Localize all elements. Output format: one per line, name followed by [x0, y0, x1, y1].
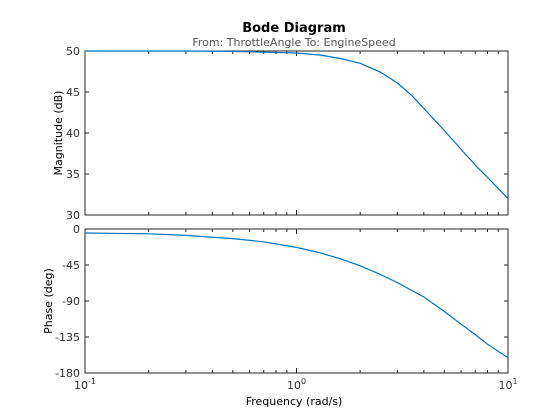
- x-tick-label: 10-1: [74, 377, 96, 392]
- magnitude-ytick-label: 40: [66, 127, 80, 140]
- x-axis-label: Frequency (rad/s): [246, 395, 343, 408]
- phase-ylabel: Phase (deg): [42, 268, 55, 334]
- magnitude-ylabel: Magnitude (dB): [52, 91, 65, 176]
- chart-subtitle: From: ThrottleAngle To: EngineSpeed: [192, 36, 395, 49]
- phase-axes: [84, 228, 509, 374]
- magnitude-ytick-label: 30: [66, 209, 80, 222]
- phase-ytick-label: -180: [55, 367, 80, 380]
- phase-ytick-label: -45: [62, 259, 80, 272]
- magnitude-ytick-label: 50: [66, 45, 80, 58]
- x-tick-label: 100: [287, 377, 306, 392]
- phase-ytick-label: -135: [55, 331, 80, 344]
- magnitude-ytick-label: 35: [66, 168, 80, 181]
- ticks-layer: 30 35 40 45 50 -180 -135 -90 -45 0 10-1 100 101: [55, 45, 518, 392]
- phase-ytick-label: -90: [62, 295, 80, 308]
- curves-layer: [84, 50, 509, 359]
- phase-curve: [84, 232, 509, 359]
- magnitude-curve: [85, 50, 509, 200]
- magnitude-axes: [84, 50, 509, 216]
- x-tick-label: 101: [498, 377, 517, 392]
- chart-title: Bode Diagram: [242, 21, 346, 36]
- magnitude-ytick-label: 45: [66, 86, 80, 99]
- phase-ytick-label: 0: [73, 223, 80, 236]
